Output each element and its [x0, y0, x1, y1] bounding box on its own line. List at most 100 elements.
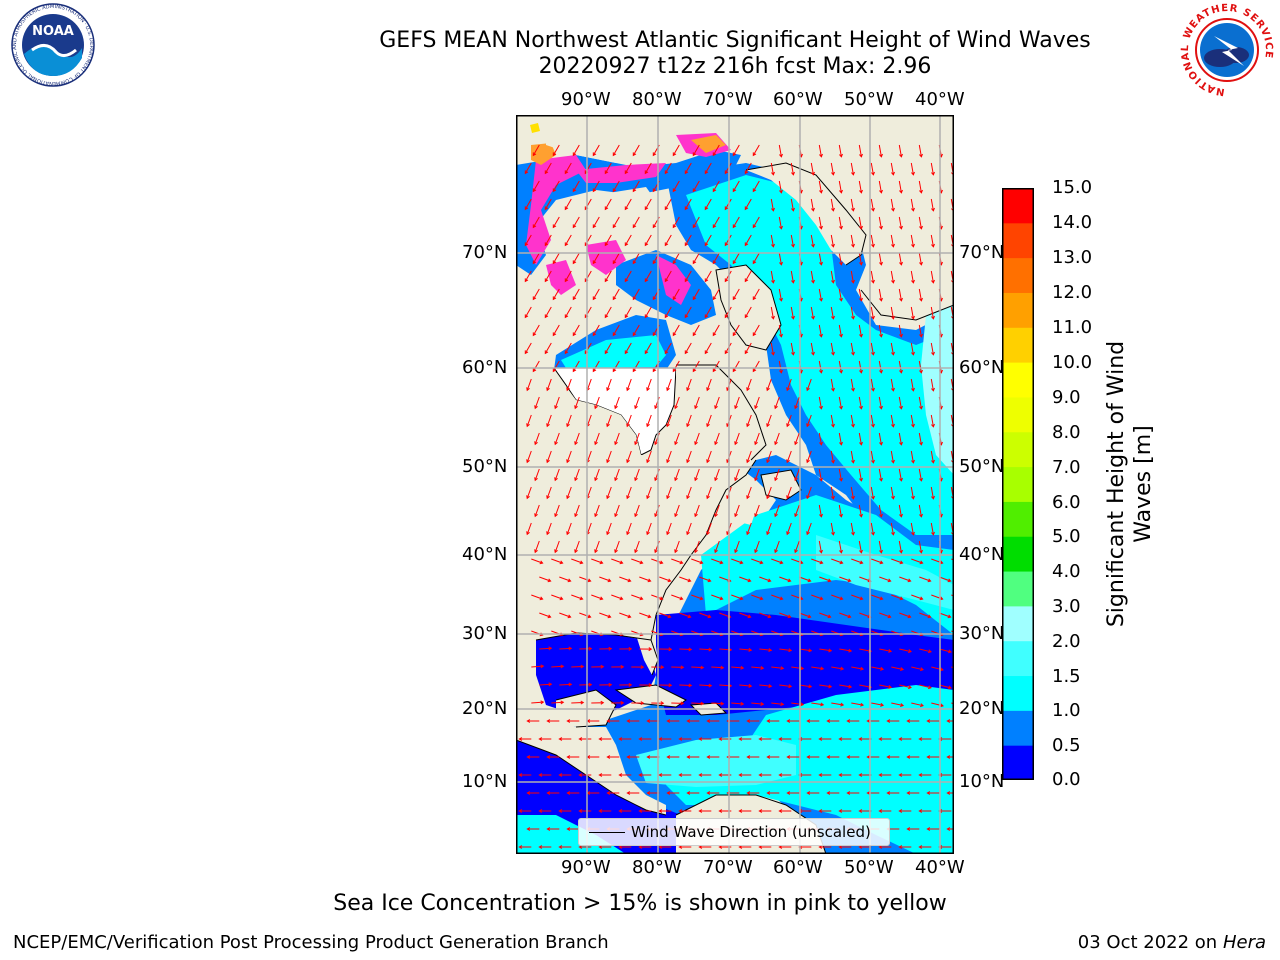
wind-wave-arrowhead	[588, 646, 593, 651]
wind-wave-arrow	[890, 162, 894, 175]
wind-wave-arrowhead	[886, 719, 891, 723]
lon-label-bottom-50w: 50°W	[844, 857, 894, 878]
wind-wave-arrow	[754, 396, 760, 409]
wind-wave-arrow	[744, 162, 752, 174]
wind-wave-arrowhead	[566, 387, 570, 392]
colorbar-segment	[1002, 571, 1034, 607]
wind-wave-arrowhead	[947, 685, 952, 690]
wind-wave-arrow	[858, 504, 862, 517]
wind-wave-arrow	[930, 450, 934, 463]
wind-wave-arrowhead	[786, 719, 791, 723]
wind-wave-arrowhead	[618, 809, 623, 813]
wind-wave-arrowhead	[744, 170, 749, 175]
wind-wave-arrow	[794, 432, 800, 445]
wind-wave-arrowhead	[592, 332, 597, 337]
wind-wave-arrowhead	[567, 614, 572, 619]
wind-wave-arrow	[850, 450, 854, 463]
lon-label-bottom-80w: 80°W	[632, 857, 682, 878]
wind-wave-arrow	[606, 522, 612, 535]
wind-wave-arrowhead	[552, 296, 557, 301]
wind-wave-arrowhead	[738, 737, 743, 741]
wind-wave-arrow	[544, 198, 552, 210]
wind-wave-arrow	[818, 396, 822, 409]
wind-wave-arrow	[770, 342, 774, 355]
wind-wave-arrow	[712, 180, 720, 192]
wind-wave-arrow	[731, 666, 744, 669]
wind-wave-arrow	[831, 666, 844, 670]
wind-wave-arrowhead	[532, 224, 537, 229]
wind-wave-arrow	[891, 594, 903, 600]
wind-wave-arrowhead	[526, 423, 530, 428]
wind-wave-arrow	[850, 270, 854, 283]
wind-wave-arrowhead	[879, 477, 883, 482]
wind-wave-arrowhead	[639, 596, 644, 601]
wind-wave-arrowhead	[919, 441, 923, 446]
wind-wave-arrowhead	[871, 387, 875, 392]
wind-wave-arrow	[572, 144, 580, 156]
wind-wave-arrow	[546, 378, 552, 391]
wind-wave-arrow	[532, 144, 540, 156]
wind-wave-arrow	[771, 702, 784, 705]
wind-wave-arrowhead	[646, 459, 650, 464]
wind-wave-arrow	[918, 396, 922, 409]
wind-wave-arrow	[579, 612, 591, 618]
sea-ice-pink-2	[576, 163, 666, 183]
wind-wave-arrow	[666, 522, 672, 535]
wind-wave-arrowhead	[684, 350, 689, 355]
wind-wave-arrowhead	[592, 188, 597, 193]
wind-wave-arrowhead	[851, 315, 855, 320]
wind-wave-arrow	[691, 702, 704, 705]
wind-wave-arrow	[752, 180, 760, 192]
wind-wave-arrowhead	[714, 513, 718, 518]
cb-tick-8: 8.0	[1052, 422, 1081, 443]
wind-wave-arrow	[838, 252, 842, 265]
wind-wave-arrow	[712, 144, 720, 156]
wind-wave-arrow	[566, 378, 572, 391]
wind-wave-arrow	[850, 522, 854, 535]
wind-wave-arrow	[879, 684, 892, 688]
wind-wave-arrow	[704, 162, 712, 174]
wind-wave-arrow	[551, 558, 563, 564]
wind-wave-arrowhead	[644, 314, 649, 319]
wind-wave-arrow	[891, 558, 903, 564]
lat-label-left-50n: 50°N	[462, 456, 508, 477]
wind-wave-arrowhead	[831, 351, 835, 356]
wind-wave-arrow	[666, 450, 672, 463]
wind-wave-arrowhead	[666, 495, 670, 500]
wind-wave-arrowhead	[800, 702, 805, 707]
wind-wave-arrow	[666, 414, 672, 427]
wind-wave-arrow	[739, 684, 752, 687]
wind-wave-arrowhead	[927, 578, 932, 583]
wind-wave-arrow	[871, 702, 884, 706]
nws-logo: NATIONAL WEATHER SERVICE	[1176, 0, 1278, 100]
wind-wave-arrowhead	[891, 531, 895, 536]
wind-wave-arrowhead	[606, 755, 611, 759]
wind-wave-arrowhead	[544, 242, 549, 247]
wind-wave-arrowhead	[918, 737, 923, 741]
wind-wave-arrow	[624, 342, 632, 354]
wind-wave-arrowhead	[767, 578, 772, 583]
wind-wave-arrow	[554, 432, 560, 445]
wind-wave-arrowhead	[532, 368, 537, 373]
wind-wave-arrowhead	[644, 170, 649, 175]
wind-wave-arrow	[790, 234, 794, 247]
cb-tick-12: 12.0	[1052, 282, 1093, 303]
wind-wave-arrow	[858, 432, 862, 445]
wind-wave-arrow	[574, 504, 580, 517]
wind-wave-arrow	[771, 558, 783, 564]
wind-wave-arrowhead	[851, 279, 855, 284]
wind-wave-arrowhead	[786, 791, 791, 795]
wind-wave-arrowhead	[899, 189, 903, 194]
wind-wave-arrowhead	[759, 596, 764, 601]
wind-wave-arrowhead	[779, 189, 783, 194]
wind-wave-arrow	[839, 648, 852, 652]
wind-wave-arrowhead	[859, 441, 863, 446]
wind-wave-arrowhead	[552, 224, 557, 229]
wind-wave-arrowhead	[891, 351, 895, 356]
legend-line-symbol	[589, 832, 625, 833]
wind-wave-arrow	[634, 540, 640, 553]
wind-wave-arrowhead	[579, 596, 584, 601]
wind-wave-arrowhead	[787, 614, 792, 619]
wind-wave-arrow	[534, 432, 540, 445]
wind-wave-arrowhead	[680, 701, 685, 706]
